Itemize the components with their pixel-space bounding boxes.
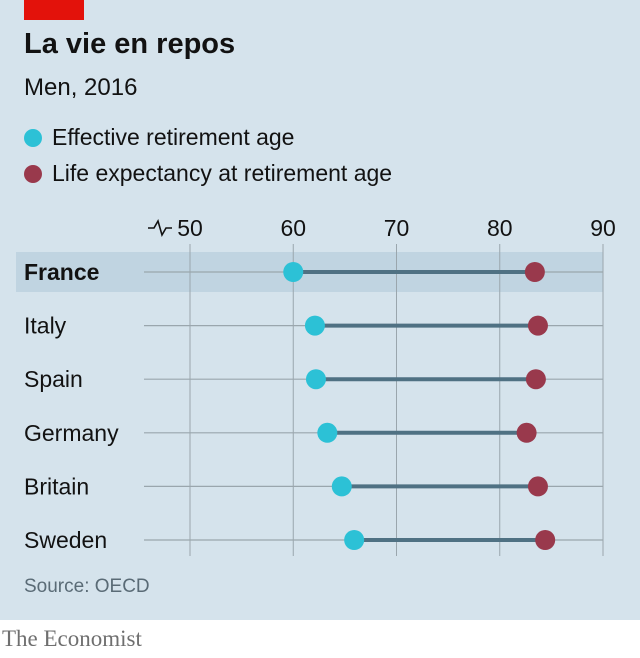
x-tick-label-50: 50 [177,215,203,241]
legend-swatch-life-expectancy [24,164,42,183]
category-label: Sweden [24,527,107,553]
publisher-brand: The Economist [2,626,142,651]
dot-retirement-age [283,262,304,282]
category-label: Germany [24,420,119,446]
category-label: France [24,259,99,285]
dot-retirement-age [317,422,338,443]
x-tick-label-90: 90 [590,215,616,241]
dot-life-expectancy [527,476,548,497]
x-tick-label-60: 60 [280,215,306,241]
chart-subtitle: Men, 2016 [24,74,138,101]
legend-item-life-expectancy: Life expectancy at retirement age [24,160,392,187]
legend-item-retirement-age: Effective retirement age [24,124,294,151]
legend-swatch-retirement-age [24,128,42,147]
x-tick-label-80: 80 [487,215,513,241]
chart-panel: La vie en repos Men, 2016 Effective reti… [0,0,640,620]
dot-life-expectancy [525,369,546,390]
chart-title: La vie en repos [24,28,236,60]
category-label: Spain [24,366,83,392]
dot-retirement-age [304,315,325,336]
dot-retirement-age [305,369,326,390]
axis-break-icon [148,218,172,238]
x-tick-label-70: 70 [384,215,410,241]
category-label: Italy [24,313,67,339]
dot-life-expectancy [535,530,556,550]
dot-life-expectancy [524,262,545,282]
dot-retirement-age [331,476,352,497]
dot-retirement-age [344,530,365,550]
legend-label-life-expectancy: Life expectancy at retirement age [52,160,393,186]
dot-range-chart: 50 60 70 80 90 France Italy Spain Germany Britain… [16,215,616,556]
brand-red-tag [24,0,84,20]
dot-life-expectancy [516,422,537,443]
dot-life-expectancy [527,315,548,336]
category-label: Britain [24,473,89,499]
source-note: Source: OECD [24,576,150,597]
legend-label-retirement-age: Effective retirement age [52,124,295,150]
